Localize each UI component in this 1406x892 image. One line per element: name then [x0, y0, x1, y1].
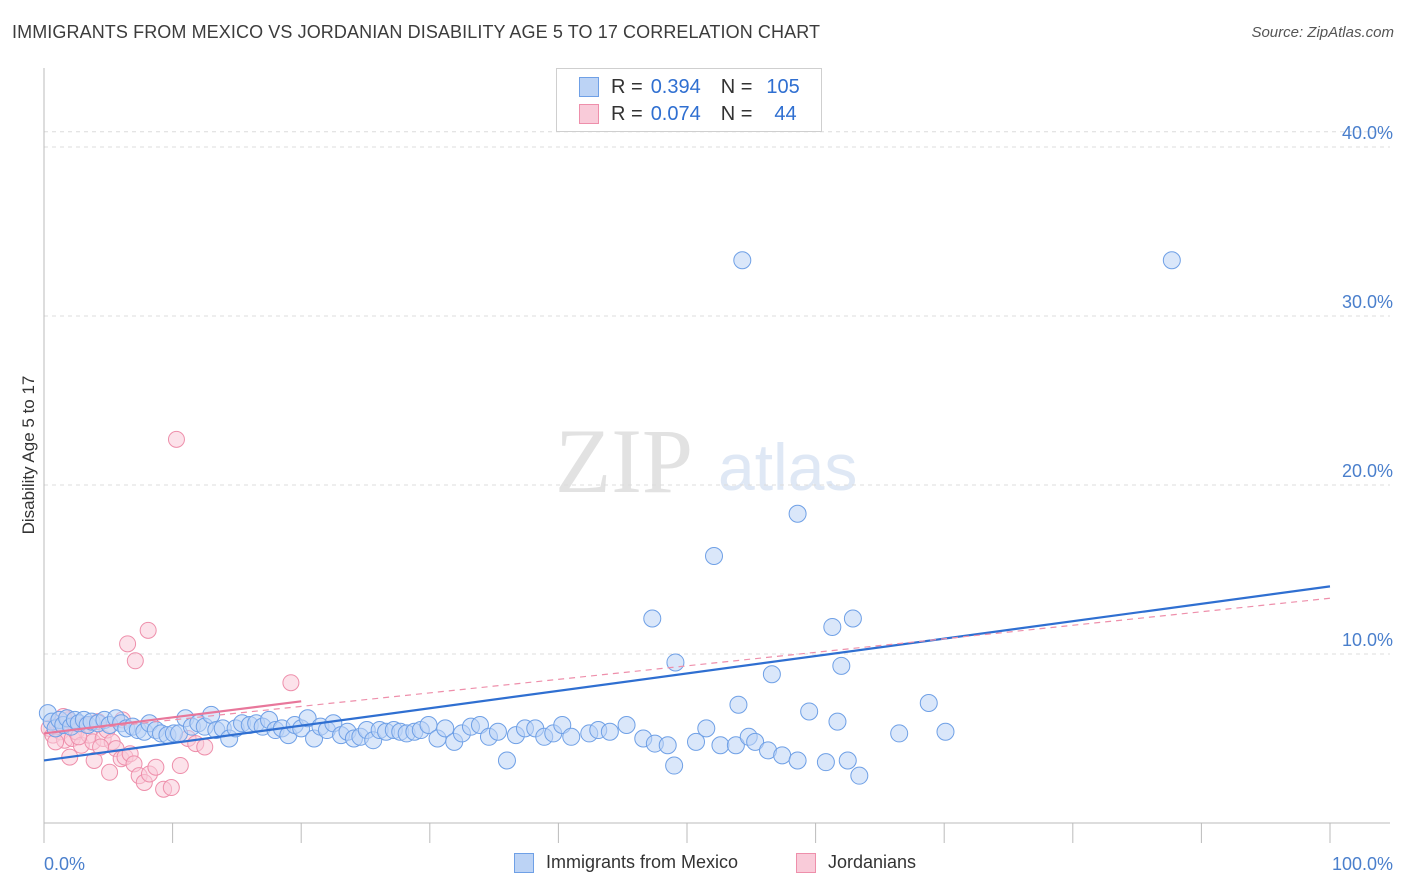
series-legend-label-mexico: Immigrants from Mexico [546, 852, 739, 872]
trend-line-mexico [43, 585, 1331, 762]
point-immigrants-from-mexico [816, 753, 835, 772]
point-immigrants-from-mexico [733, 251, 752, 270]
x-tick-labels: 0.0% 100.0% [44, 854, 1393, 874]
point-immigrants-from-mexico [726, 736, 745, 755]
x-tick-label-min: 0.0% [44, 854, 85, 874]
series-immigrants-from-mexico [38, 251, 1181, 785]
series-legend-item-jordanians: Jordanians [796, 852, 916, 873]
trend-line-jordanians [43, 597, 1331, 735]
point-immigrants-from-mexico [832, 656, 851, 675]
point-immigrants-from-mexico [1162, 251, 1181, 270]
x-tick-label-max: 100.0% [1332, 854, 1393, 874]
series-legend-swatch-mexico [514, 852, 534, 873]
point-jordanians [147, 758, 165, 776]
point-immigrants-from-mexico [850, 766, 869, 785]
point-jordanians [119, 635, 137, 653]
grid [44, 131, 1390, 655]
legend-n-value: 105 [766, 75, 800, 98]
y-tick-label: 10.0% [1342, 630, 1393, 650]
stats-legend: R = 0.394 N = 105 R = 0.074 N = 44 [556, 68, 822, 132]
point-immigrants-from-mexico [705, 546, 724, 565]
trend-lines [43, 585, 1331, 762]
point-immigrants-from-mexico [497, 751, 516, 770]
axes [43, 68, 1390, 843]
y-axis-label: Disability Age 5 to 17 [19, 376, 38, 535]
y-tick-label: 20.0% [1342, 461, 1393, 481]
point-immigrants-from-mexico [843, 609, 862, 628]
legend-row-jordanians: R = 0.074 N = 44 [579, 102, 797, 126]
watermark-atlas: atlas [718, 430, 857, 504]
legend-n-label: N = [720, 102, 753, 125]
watermark: ZIP atlas [555, 410, 857, 512]
point-immigrants-from-mexico [788, 504, 807, 523]
y-tick-labels: 10.0% 20.0% 30.0% 40.0% [1342, 123, 1393, 650]
point-jordanians [126, 652, 144, 670]
legend-r-label: R = [611, 75, 643, 98]
point-jordanians [171, 757, 189, 775]
point-immigrants-from-mexico [823, 617, 842, 636]
series-legend: Immigrants from Mexico Jordanians [0, 852, 1406, 878]
source-label: Source: ZipAtlas.com [1251, 24, 1394, 41]
point-immigrants-from-mexico [828, 712, 847, 731]
legend-n-label: N = [720, 75, 753, 98]
legend-swatch-jordanians [579, 104, 599, 124]
point-immigrants-from-mexico [436, 719, 455, 738]
point-immigrants-from-mexico [919, 694, 938, 713]
point-immigrants-from-mexico [488, 722, 507, 741]
point-immigrants-from-mexico [936, 722, 955, 741]
point-immigrants-from-mexico [600, 722, 619, 741]
point-immigrants-from-mexico [762, 665, 781, 684]
point-jordanians [101, 763, 119, 781]
legend-row-mexico: R = 0.394 N = 105 [579, 75, 800, 99]
series-legend-swatch-jordanians [796, 852, 816, 873]
watermark-zip: ZIP [555, 410, 693, 512]
point-immigrants-from-mexico [665, 756, 684, 775]
legend-r-value: 0.074 [650, 102, 701, 125]
point-immigrants-from-mexico [746, 732, 765, 751]
legend-r-value: 0.394 [650, 75, 701, 98]
point-jordanians [92, 738, 110, 756]
series-legend-label-jordanians: Jordanians [828, 852, 917, 872]
chart-title: IMMIGRANTS FROM MEXICO VS JORDANIAN DISA… [12, 22, 821, 42]
point-immigrants-from-mexico [643, 609, 662, 628]
point-immigrants-from-mexico [298, 709, 317, 728]
legend-r-label: R = [611, 102, 643, 125]
point-immigrants-from-mexico [729, 695, 748, 714]
y-tick-label: 30.0% [1342, 292, 1393, 312]
point-immigrants-from-mexico [711, 736, 730, 755]
point-jordanians [139, 621, 157, 639]
point-immigrants-from-mexico [697, 719, 716, 738]
legend-swatch-mexico [579, 77, 599, 97]
point-immigrants-from-mexico [800, 702, 819, 721]
point-jordanians [196, 738, 214, 756]
point-immigrants-from-mexico [562, 727, 581, 746]
point-immigrants-from-mexico [658, 736, 677, 755]
point-immigrants-from-mexico [666, 653, 685, 672]
point-immigrants-from-mexico [890, 724, 909, 743]
point-immigrants-from-mexico [773, 746, 792, 765]
y-tick-label: 40.0% [1342, 123, 1393, 143]
series-legend-item-mexico: Immigrants from Mexico [514, 852, 738, 873]
point-immigrants-from-mexico [788, 751, 807, 770]
point-immigrants-from-mexico [617, 715, 636, 734]
trend-line-jordanians-solid [43, 700, 302, 735]
point-immigrants-from-mexico [838, 751, 857, 770]
legend-n-value: 44 [774, 102, 797, 125]
point-immigrants-from-mexico [202, 705, 221, 724]
point-immigrants-from-mexico [687, 732, 706, 751]
point-jordanians [162, 779, 180, 797]
point-jordanians [167, 430, 185, 448]
point-jordanians [282, 674, 300, 692]
